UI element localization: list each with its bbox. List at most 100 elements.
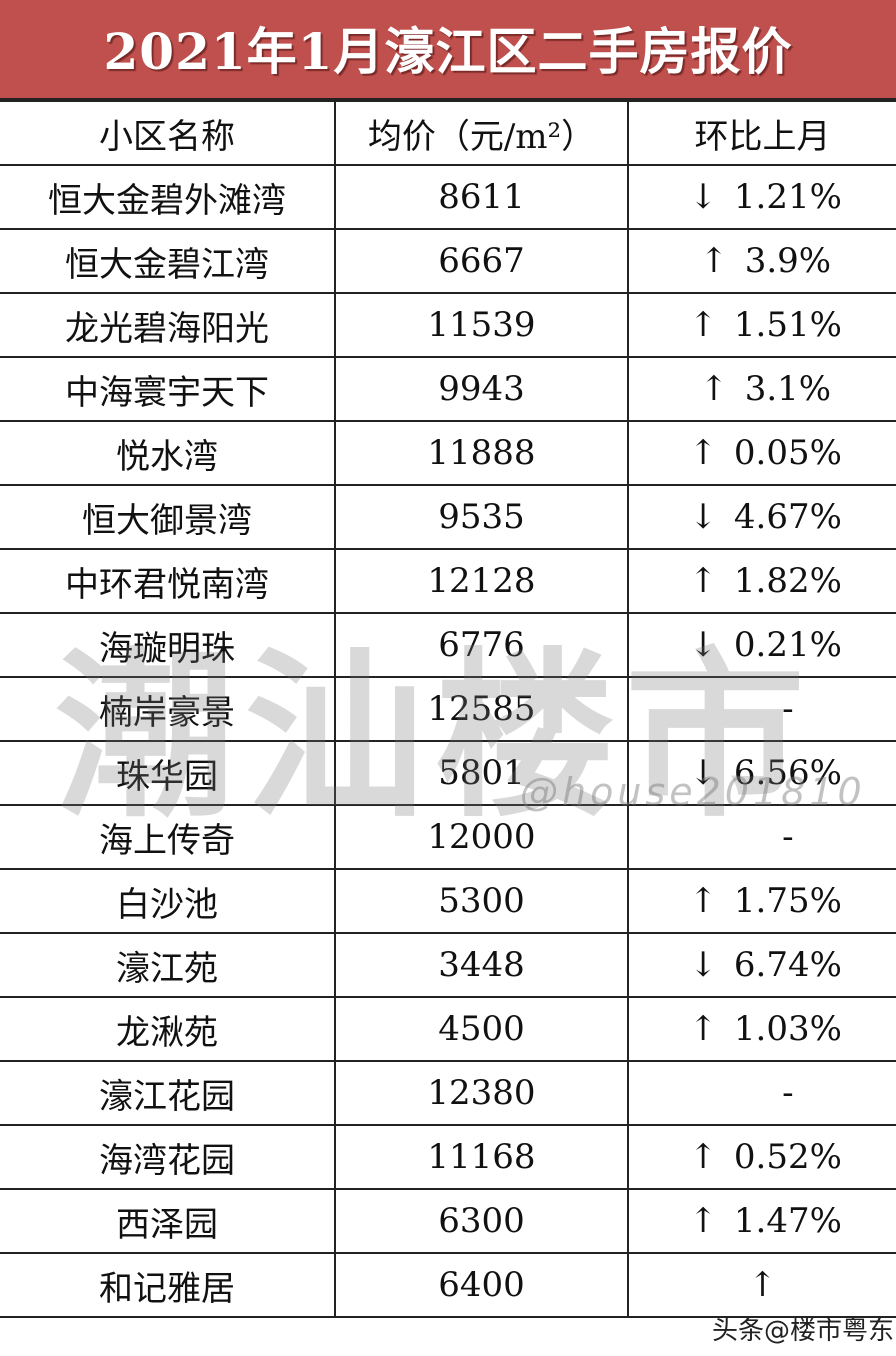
community-name: 恒大金碧江湾 xyxy=(0,228,336,294)
month-change: ↓ 1.21% xyxy=(627,164,896,230)
community-name: 中海寰宇天下 xyxy=(0,356,336,422)
month-change: ↑ xyxy=(627,1252,896,1318)
price-table: 小区名称 均价（元/m²） 环比上月 恒大金碧外滩湾 8611 ↓ 1.21% 恒大金… xyxy=(0,100,896,1318)
change-value: 1.75% xyxy=(733,881,842,921)
trend-arrow-icon: ↓ xyxy=(688,753,718,793)
community-name: 恒大金碧外滩湾 xyxy=(0,164,336,230)
change-value: - xyxy=(782,689,794,729)
watermark-handle: @house201810 xyxy=(520,770,866,814)
change-value: 0.05% xyxy=(733,433,842,473)
month-change: ↑ 0.52% xyxy=(627,1124,896,1190)
trend-arrow-icon: ↑ xyxy=(688,305,718,345)
community-name: 中环君悦南湾 xyxy=(0,548,336,614)
community-name: 海湾花园 xyxy=(0,1124,336,1190)
table-row: 白沙池 5300 ↑ 1.75% xyxy=(0,868,896,934)
community-name: 海璇明珠 xyxy=(0,612,336,678)
average-price: 6300 xyxy=(334,1188,629,1254)
month-change: - xyxy=(627,804,896,870)
community-name: 海上传奇 xyxy=(0,804,336,870)
average-price: 12380 xyxy=(334,1060,629,1126)
month-change: ↓ 6.56% xyxy=(627,740,896,806)
table-row: 濠江花园 12380 - xyxy=(0,1060,896,1126)
average-price: 8611 xyxy=(334,164,629,230)
month-change: ↑ 3.9% xyxy=(627,228,896,294)
month-change: ↑ 0.05% xyxy=(627,420,896,486)
community-name: 恒大御景湾 xyxy=(0,484,336,550)
average-price: 12000 xyxy=(334,804,629,870)
month-change: ↑ 1.03% xyxy=(627,996,896,1062)
average-price: 9943 xyxy=(334,356,629,422)
month-change: ↓ 0.21% xyxy=(627,612,896,678)
change-value: 1.47% xyxy=(733,1201,842,1241)
average-price: 9535 xyxy=(334,484,629,550)
average-price: 11888 xyxy=(334,420,629,486)
change-value: 1.21% xyxy=(733,177,842,217)
change-value: - xyxy=(782,817,794,857)
trend-arrow-icon: ↑ xyxy=(688,881,718,921)
trend-arrow-icon: ↑ xyxy=(688,1137,718,1177)
community-name: 西泽园 xyxy=(0,1188,336,1254)
table-row: 海上传奇 12000 - xyxy=(0,804,896,870)
table-row: 楠岸豪景 12585 - xyxy=(0,676,896,742)
table-row: 西泽园 6300 ↑ 1.47% xyxy=(0,1188,896,1254)
trend-arrow-icon: ↑ xyxy=(688,1009,718,1049)
change-value: 1.51% xyxy=(733,305,842,345)
change-value: 0.52% xyxy=(733,1137,842,1177)
average-price: 6667 xyxy=(334,228,629,294)
change-value: 4.67% xyxy=(733,497,842,537)
average-price: 5300 xyxy=(334,868,629,934)
month-change: ↓ 4.67% xyxy=(627,484,896,550)
average-price: 11539 xyxy=(334,292,629,358)
trend-arrow-icon: ↓ xyxy=(688,625,718,665)
community-name: 和记雅居 xyxy=(0,1252,336,1318)
change-value: 3.9% xyxy=(744,241,832,281)
table-row: 恒大金碧外滩湾 8611 ↓ 1.21% xyxy=(0,164,896,230)
header-row: 小区名称 均价（元/m²） 环比上月 xyxy=(0,100,896,166)
table-row: 龙湫苑 4500 ↑ 1.03% xyxy=(0,996,896,1062)
trend-arrow-icon: ↑ xyxy=(748,1265,777,1305)
month-change: ↑ 1.82% xyxy=(627,548,896,614)
table-row: 中环君悦南湾 12128 ↑ 1.82% xyxy=(0,548,896,614)
trend-arrow-icon: ↑ xyxy=(688,1201,718,1241)
community-name: 悦水湾 xyxy=(0,420,336,486)
trend-arrow-icon: ↑ xyxy=(699,241,729,281)
table-row: 海湾花园 11168 ↑ 0.52% xyxy=(0,1124,896,1190)
header-price: 均价（元/m²） xyxy=(334,100,629,166)
month-change: ↑ 1.47% xyxy=(627,1188,896,1254)
table-row: 恒大金碧江湾 6667 ↑ 3.9% xyxy=(0,228,896,294)
average-price: 6400 xyxy=(334,1252,629,1318)
community-name: 濠江花园 xyxy=(0,1060,336,1126)
table-row: 濠江苑 3448 ↓ 6.74% xyxy=(0,932,896,998)
watermark-source: 头条@楼市粤东 xyxy=(712,1316,895,1346)
table-title: 2021年1月濠江区二手房报价 xyxy=(0,0,896,100)
trend-arrow-icon: ↑ xyxy=(699,369,729,409)
trend-arrow-icon: ↓ xyxy=(688,177,718,217)
table-row: 中海寰宇天下 9943 ↑ 3.1% xyxy=(0,356,896,422)
change-value: 1.82% xyxy=(733,561,842,601)
average-price: 12585 xyxy=(334,676,629,742)
month-change: - xyxy=(627,676,896,742)
change-value: 0.21% xyxy=(733,625,842,665)
table-row: 悦水湾 11888 ↑ 0.05% xyxy=(0,420,896,486)
change-value: 6.56% xyxy=(733,753,842,793)
table-row: 恒大御景湾 9535 ↓ 4.67% xyxy=(0,484,896,550)
average-price: 3448 xyxy=(334,932,629,998)
month-change: - xyxy=(627,1060,896,1126)
trend-arrow-icon: ↓ xyxy=(688,497,718,537)
change-value: 6.74% xyxy=(733,945,842,985)
community-name: 龙光碧海阳光 xyxy=(0,292,336,358)
trend-arrow-icon: ↑ xyxy=(688,561,718,601)
month-change: ↓ 6.74% xyxy=(627,932,896,998)
table-row: 和记雅居 6400 ↑ xyxy=(0,1252,896,1318)
header-change: 环比上月 xyxy=(627,100,896,166)
month-change: ↑ 3.1% xyxy=(627,356,896,422)
community-name: 白沙池 xyxy=(0,868,336,934)
community-name: 珠华园 xyxy=(0,740,336,806)
community-name: 楠岸豪景 xyxy=(0,676,336,742)
average-price: 6776 xyxy=(334,612,629,678)
header-name: 小区名称 xyxy=(0,100,336,166)
change-value: 1.03% xyxy=(733,1009,842,1049)
community-name: 龙湫苑 xyxy=(0,996,336,1062)
trend-arrow-icon: ↑ xyxy=(688,433,718,473)
average-price: 5801 xyxy=(334,740,629,806)
